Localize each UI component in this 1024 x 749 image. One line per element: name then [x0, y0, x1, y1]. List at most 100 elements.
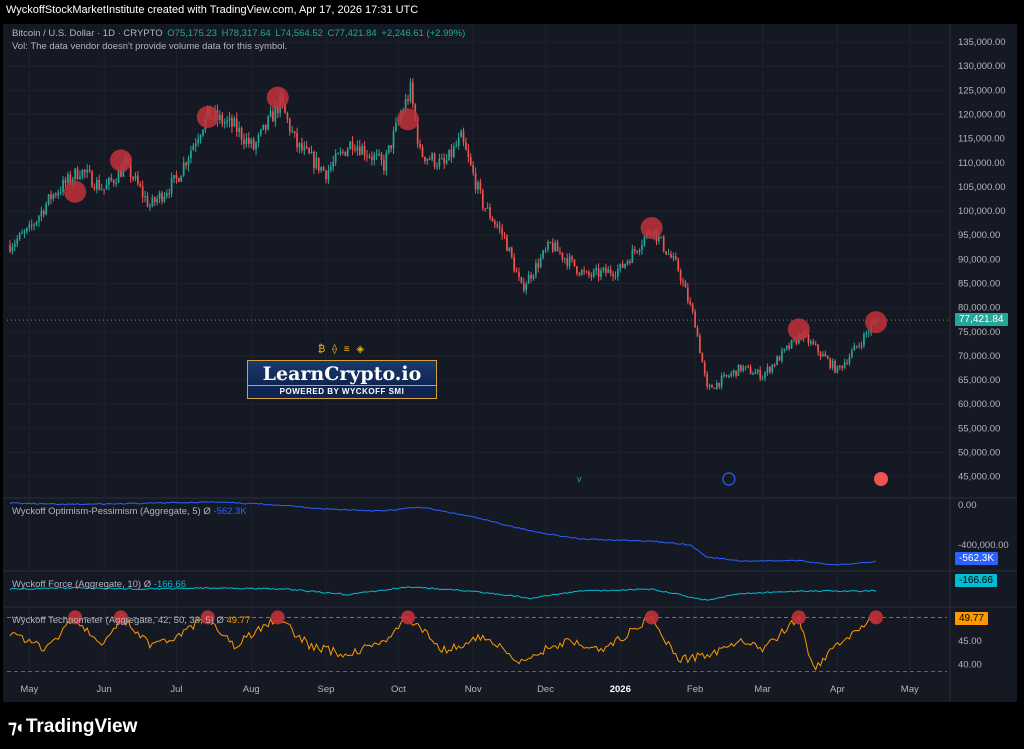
techno-peak-marker [401, 610, 416, 625]
candle-body [9, 244, 11, 252]
candle-body [542, 250, 544, 258]
candle-body [537, 263, 540, 268]
candle-body [368, 156, 371, 158]
candle-body [52, 194, 55, 199]
candle-body [479, 182, 482, 191]
candle-body [240, 127, 243, 140]
time-tick-label: Apr [830, 684, 845, 695]
candle-body [42, 210, 45, 215]
candle-body [848, 356, 851, 364]
candle-body [431, 153, 433, 160]
op-sym: Ø [203, 506, 211, 517]
techno-line [9, 612, 877, 671]
techno-peak-marker [200, 610, 215, 625]
peak-marker [266, 86, 289, 109]
candle-body [822, 353, 824, 357]
peak-marker [865, 311, 887, 334]
candle-body [554, 242, 557, 252]
peak-marker [196, 105, 219, 128]
candle-body [424, 156, 426, 162]
candle-body [515, 271, 518, 273]
techno-sym: Ø [216, 615, 224, 626]
candle-body [643, 236, 646, 245]
candle-body [95, 179, 98, 190]
candle-body [559, 251, 561, 253]
candle-body [486, 207, 489, 209]
tradingview-logo: ⁊◖ TradingView [8, 716, 137, 738]
candle-body [276, 105, 279, 114]
price-tick-label: 60,000.00 [958, 399, 1000, 410]
candle-body [21, 232, 23, 234]
candle-body [754, 372, 757, 375]
price-tick-label: 55,000.00 [958, 423, 1000, 434]
candle-body [366, 155, 368, 157]
candle-body [556, 242, 559, 252]
peak-marker [787, 318, 810, 341]
candle-body [146, 196, 149, 207]
candle-body [219, 114, 221, 120]
techno-peak-marker [68, 610, 83, 625]
candle-body [272, 111, 274, 122]
candle-body [535, 263, 537, 276]
time-tick-label: Jul [170, 684, 182, 695]
candle-body [841, 366, 844, 368]
candle-body [718, 382, 721, 387]
candle-body [332, 162, 335, 167]
candle-body [315, 157, 318, 169]
candle-body [561, 252, 564, 260]
candle-body [585, 271, 588, 273]
candle-body [443, 158, 446, 164]
price-tick-label: 105,000.00 [958, 182, 1006, 193]
candle-body [658, 236, 660, 242]
brand-main-text: LearnCrypto.io [247, 360, 437, 386]
candle-body [621, 263, 624, 268]
candle-body [785, 345, 788, 349]
candle-body [711, 385, 713, 388]
candle-body [629, 261, 631, 263]
price-legend: Bitcoin / U.S. Dollar · 1D · CRYPTO O75,… [12, 28, 465, 39]
candle-body [496, 224, 499, 227]
candle-body [503, 234, 506, 236]
candle-body [829, 358, 832, 368]
candle-body [699, 335, 701, 353]
candle-body [57, 192, 60, 196]
candle-body [284, 103, 286, 114]
chart-area[interactable]: 135,000.00 130,000.00 125,000.00 120,000.00… [3, 24, 1017, 702]
brand-icons: ₿ ⟠ ≡ ◈ [317, 344, 367, 355]
candle-body [631, 249, 634, 263]
candle-body [317, 157, 320, 171]
candle-body [117, 169, 120, 183]
candle-body [689, 301, 692, 305]
candle-body [310, 151, 313, 154]
price-tick-label: 75,000.00 [958, 327, 1000, 338]
candle-body [494, 221, 496, 225]
candle-body [313, 151, 315, 169]
op-tick-label: 0.00 [958, 500, 977, 511]
candle-body [64, 179, 67, 184]
op-name: Wyckoff Optimism-Pessimism (Aggregate, 5… [12, 506, 201, 517]
candle-body [228, 117, 231, 121]
candle-body [566, 258, 569, 266]
candle-body [595, 268, 598, 271]
op-value-tag: -562.3K [955, 552, 999, 565]
techno-name: Wyckoff Technometer (Aggregate, 42, 50, … [12, 615, 214, 626]
techno-peak-marker [644, 610, 659, 625]
price-tick-label: 50,000.00 [958, 448, 1000, 459]
candle-body [223, 122, 226, 124]
techno-tick-label: 45.00 [958, 636, 982, 647]
candle-body [412, 82, 414, 105]
candle-body [624, 263, 626, 268]
price-tick-label: 130,000.00 [958, 61, 1006, 72]
candle-body [481, 190, 484, 209]
force-value: -166.66 [153, 579, 187, 590]
candle-body [824, 353, 827, 357]
candle-body [453, 146, 455, 157]
event-marker-icon [722, 472, 736, 486]
candle-body [740, 364, 742, 371]
candle-body [175, 175, 178, 179]
candle-body [305, 146, 308, 149]
candle-body [199, 135, 202, 140]
techno-peak-marker [791, 610, 806, 625]
candle-body [674, 256, 677, 260]
candle-body [855, 345, 858, 347]
